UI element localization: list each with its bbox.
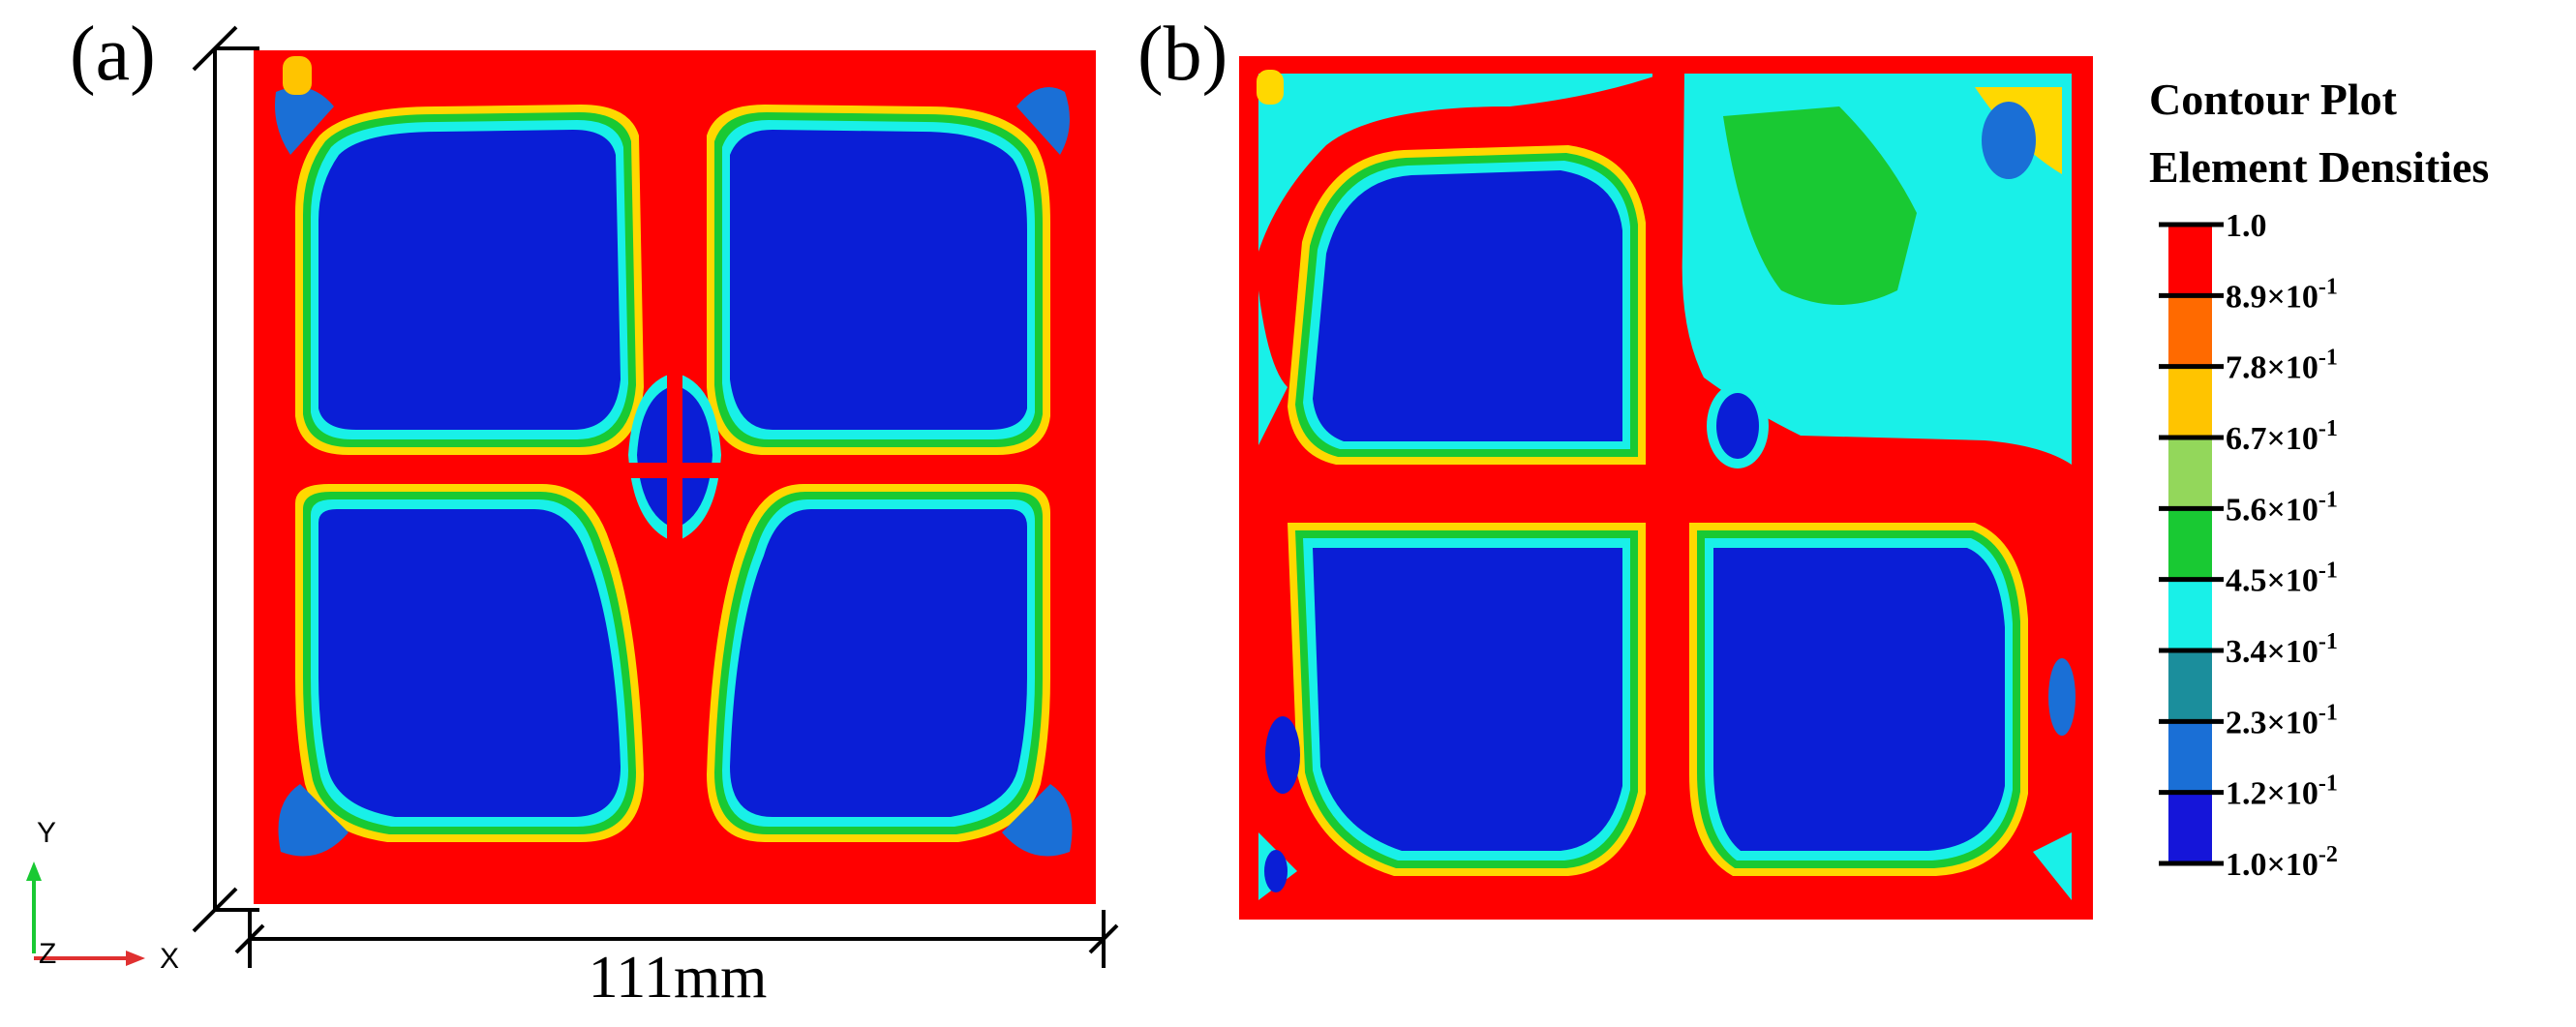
legend-title-line1: Contour Plot — [2149, 75, 2398, 124]
legend-swatch — [2168, 721, 2212, 793]
panel-a: (a) 111mm 111mm — [26, 0, 1117, 1011]
legend-swatch — [2168, 367, 2212, 438]
legend-level-label: 8.9×10-1 — [2226, 274, 2338, 315]
legend: Contour Plot Element Densities 1.0 8.9×10… — [2149, 75, 2489, 883]
legend-level-label: 1.0 — [2226, 208, 2267, 244]
legend-level-label: 1.0×10-2 — [2226, 842, 2338, 883]
panel-b: (b) — [1137, 12, 2093, 920]
legend-swatch — [2168, 225, 2212, 296]
legend-swatch — [2168, 580, 2212, 651]
coordinate-triad: Y Z X — [26, 817, 179, 975]
legend-swatch — [2168, 508, 2212, 580]
legend-title-line2: Element Densities — [2149, 142, 2489, 192]
legend-swatch — [2168, 793, 2212, 864]
legend-level-label: 3.4×10-1 — [2226, 629, 2338, 670]
vertical-bar-a — [667, 348, 682, 571]
x-axis-label: X — [160, 943, 179, 975]
legend-color-bar — [2168, 225, 2212, 864]
legend-swatch — [2168, 650, 2212, 722]
y-axis-label: Y — [37, 817, 56, 849]
legend-level-label: 6.7×10-1 — [2226, 416, 2338, 457]
z-axis-label: Z — [39, 938, 56, 970]
corner-highlight-a — [283, 56, 312, 95]
legend-swatch — [2168, 295, 2212, 367]
legend-swatch — [2168, 438, 2212, 509]
legend-level-label: 1.2×10-1 — [2226, 771, 2338, 812]
width-dimension-label: 111mm — [589, 945, 768, 1011]
vertical-bar-b — [1652, 56, 1682, 920]
legend-level-label: 4.5×10-1 — [2226, 559, 2338, 599]
legend-level-label: 5.6×10-1 — [2226, 487, 2338, 528]
legend-level-label: 7.8×10-1 — [2226, 346, 2338, 386]
panel-a-label: (a) — [70, 12, 156, 97]
legend-level-label: 2.3×10-1 — [2226, 700, 2338, 740]
panel-b-label: (b) — [1137, 12, 1227, 97]
